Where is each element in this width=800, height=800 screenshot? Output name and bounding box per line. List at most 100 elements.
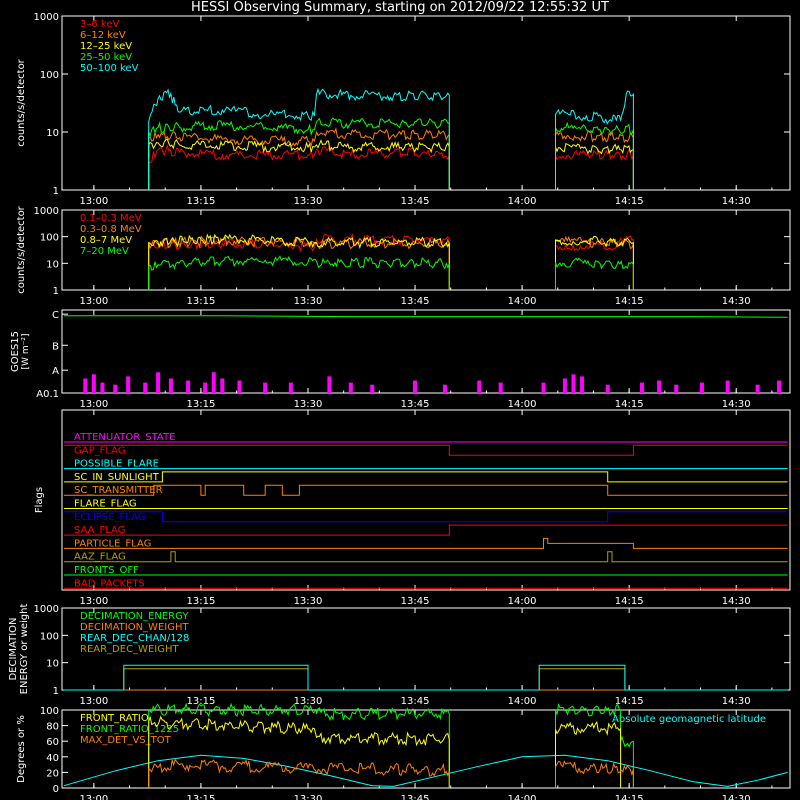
flag-label: ECLIPSE_FLAG (74, 512, 145, 523)
ratios-legend-entry: FRONT_RATIO (80, 713, 149, 724)
goes-bar (571, 374, 576, 393)
ratios-series-line (63, 754, 788, 787)
ratios-xtick-label: 13:45 (401, 794, 430, 800)
lo_energy-frame (61, 15, 791, 191)
lo_energy-series-line (555, 90, 634, 190)
hi_energy-xtick-label: 13:15 (187, 296, 216, 307)
ratios-xtick-label: 14:00 (508, 794, 537, 800)
goes-bar (263, 382, 268, 393)
hi_energy-legend-entry: 0.8–7 MeV (80, 235, 132, 246)
hi_energy-series-line (555, 257, 634, 290)
goes-bar (211, 372, 216, 393)
decimation-legend-entry: DECIMATION_WEIGHT (80, 622, 189, 633)
goes-bar (699, 382, 704, 393)
flag-label: FRONTS_OFF (74, 565, 139, 576)
decimation-xtick-label: 13:15 (187, 696, 216, 707)
hi_energy-ytick-label: 1000 (34, 206, 59, 217)
flag-trace (63, 524, 788, 536)
flags-xtick-label: 14:30 (722, 596, 751, 607)
lo_energy-legend-entry: 12–25 keV (80, 41, 132, 52)
hi_energy-legend-entry: 0.1–0.3 MeV (80, 213, 142, 224)
goes-bar (288, 382, 293, 393)
hi_energy-ytick-label: 1 (53, 286, 59, 297)
ratios-series-line (148, 758, 450, 788)
lo_energy-legend-entry: 50–100 keV (80, 63, 139, 74)
flag-trace (63, 484, 788, 496)
flag-trace (63, 444, 788, 456)
lo_energy-xtick-label: 13:15 (187, 196, 216, 207)
goes-xtick-label: 13:45 (401, 399, 430, 410)
goes-xtick-label: 14:00 (508, 399, 537, 410)
lo_energy-legend-entry: 25–50 keV (80, 52, 132, 63)
goes-bar (237, 380, 242, 393)
flags-xtick-label: 13:45 (401, 596, 430, 607)
flag-trace (63, 511, 788, 523)
ratios-ylabel: Degrees or % (16, 715, 27, 783)
hi_energy-xtick-label: 13:00 (79, 296, 108, 307)
goes-bar (168, 378, 173, 393)
decimation-ylabel-1: DECIMATION (8, 617, 19, 680)
goes-xtick-label: 13:15 (187, 399, 216, 410)
flags-xtick-label: 13:00 (79, 596, 108, 607)
ratios-series-line (148, 715, 450, 788)
hi_energy-series-line (555, 235, 634, 290)
hi_energy-legend-entry: 7–20 MeV (80, 246, 129, 257)
lo_energy-ytick-label: 10 (46, 128, 59, 139)
goes-bar (477, 380, 482, 393)
goes-ytick-label: A (52, 366, 59, 377)
flags-xtick-label: 14:15 (615, 596, 644, 607)
hi_energy-xtick-label: 13:30 (294, 296, 323, 307)
ratios-ytick-label: 60 (46, 737, 59, 748)
goes-bar (777, 380, 782, 393)
lo_energy-series-line (555, 130, 634, 190)
hi_energy-series-line (148, 255, 450, 290)
flag-label: GAP_FLAG (74, 445, 126, 456)
goes-bar (605, 384, 610, 393)
ratios-ytick-label: 80 (46, 722, 59, 733)
goes-ylabel-2: [W m⁻²] (21, 334, 31, 370)
flag-trace (63, 537, 788, 549)
lo_energy-ytick-label: 100 (40, 70, 59, 81)
lo_energy-ytick-label: 1 (53, 186, 59, 197)
flag-label: PARTICLE_FLAG (74, 538, 151, 549)
lo_energy-series-line (555, 121, 634, 190)
flags-xtick-label: 13:30 (294, 596, 323, 607)
flag-label: POSSIBLE_FLARE (74, 459, 159, 470)
ratios-ytick-label: 20 (46, 768, 59, 779)
goes-xtick-label: 13:00 (79, 399, 108, 410)
goes-bar (113, 384, 118, 393)
lo_energy-series-line (148, 87, 450, 190)
decimation-ytick-label: 100 (40, 631, 59, 642)
decimation-xtick-label: 13:00 (79, 696, 108, 707)
goes-bar (83, 378, 88, 393)
goes-xtick-label: 14:30 (722, 399, 751, 410)
goes-bar (156, 372, 161, 393)
ratios-series-line (555, 760, 634, 788)
ratios-frame (61, 709, 791, 789)
goes-bar (674, 384, 679, 393)
goes-series-line (63, 315, 788, 318)
goes-bar (640, 382, 645, 393)
ratios-xtick-label: 14:30 (722, 794, 751, 800)
decimation-xtick-label: 14:00 (508, 696, 537, 707)
goes-bar (657, 380, 662, 393)
decimation-legend-entry: REAR_DEC_CHAN/128 (80, 633, 189, 644)
goes-bar (143, 382, 148, 393)
ratios-series-line (148, 702, 450, 788)
lo_energy-legend-entry: 3–6 keV (80, 19, 119, 30)
ratios-series-line (555, 720, 622, 788)
ratios-xtick-label: 14:15 (615, 794, 644, 800)
goes-ylabel-1: GOES15 (10, 331, 21, 372)
goes-bar (413, 380, 418, 393)
decimation-xtick-label: 14:30 (722, 696, 751, 707)
ratios-annotation: Absolute geomagnetic latitude (612, 714, 766, 725)
flags-ylabel: Flags (34, 487, 45, 513)
chart-title: HESSI Observing Summary, starting on 201… (191, 0, 609, 15)
goes-bar (541, 382, 546, 393)
flags-frame (61, 409, 791, 591)
flag-label: SAA_FLAG (74, 525, 125, 536)
hi_energy-ylabel: counts/s/detector (16, 205, 27, 293)
goes-bar (755, 384, 760, 393)
ratios-legend-entry: MAX_DET_VS_TOT (80, 735, 172, 746)
